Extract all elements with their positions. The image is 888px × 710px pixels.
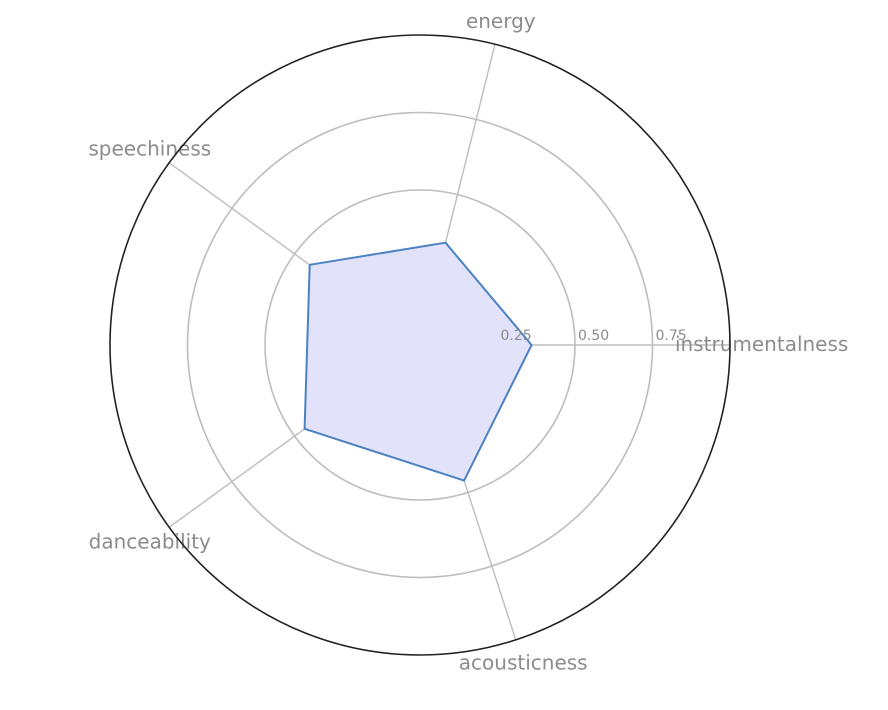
- axis-label-energy: energy: [466, 9, 536, 33]
- series-polygon-0: [303, 241, 533, 482]
- series-layer: [303, 241, 533, 482]
- axis-label-instrumentalness: instrumentalness: [675, 332, 848, 356]
- r-tick-label-2: 0.75: [656, 328, 687, 344]
- r-tick-label-0: 0.25: [501, 328, 532, 344]
- outer-frame: [109, 34, 731, 656]
- axis-label-speechiness: speechiness: [88, 137, 211, 161]
- axis-label-acousticness: acousticness: [459, 651, 588, 675]
- axis-label-danceability: danceability: [89, 529, 211, 553]
- tick-layer: 0.25 0.50 0.75: [501, 328, 687, 344]
- r-tick-label-1: 0.50: [578, 328, 609, 344]
- label-layer: instrumentalness energy speechiness danceab…: [88, 9, 848, 675]
